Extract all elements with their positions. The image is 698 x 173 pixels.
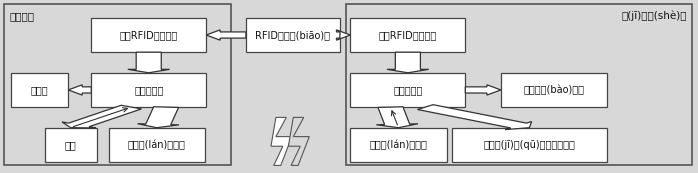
Polygon shape bbox=[376, 107, 418, 128]
FancyBboxPatch shape bbox=[91, 18, 206, 52]
Text: 機(jī)械設(shè)備: 機(jī)械設(shè)備 bbox=[621, 11, 687, 21]
FancyBboxPatch shape bbox=[45, 128, 97, 162]
FancyBboxPatch shape bbox=[91, 73, 206, 107]
Text: 顯示屏: 顯示屏 bbox=[31, 85, 49, 95]
Polygon shape bbox=[68, 85, 91, 95]
FancyBboxPatch shape bbox=[350, 73, 466, 107]
Text: 手持終端: 手持終端 bbox=[10, 11, 35, 21]
FancyBboxPatch shape bbox=[350, 128, 447, 162]
FancyBboxPatch shape bbox=[246, 18, 340, 52]
Polygon shape bbox=[271, 117, 292, 165]
FancyBboxPatch shape bbox=[452, 128, 607, 162]
Polygon shape bbox=[466, 85, 501, 95]
Text: 第二RFID讀寫模塊: 第二RFID讀寫模塊 bbox=[379, 30, 437, 40]
Polygon shape bbox=[336, 30, 350, 40]
Polygon shape bbox=[138, 107, 179, 128]
Text: 第二處理器: 第二處理器 bbox=[393, 85, 422, 95]
Polygon shape bbox=[206, 30, 246, 40]
Text: 第一藍(lán)牙模塊: 第一藍(lán)牙模塊 bbox=[128, 140, 186, 150]
FancyBboxPatch shape bbox=[109, 128, 205, 162]
FancyBboxPatch shape bbox=[11, 73, 68, 107]
FancyBboxPatch shape bbox=[346, 4, 692, 165]
Polygon shape bbox=[288, 117, 309, 165]
Text: 第一RFID讀寫模塊: 第一RFID讀寫模塊 bbox=[119, 30, 178, 40]
FancyBboxPatch shape bbox=[501, 73, 607, 107]
Polygon shape bbox=[417, 105, 532, 130]
Text: RFID電子標(biāo)簽: RFID電子標(biāo)簽 bbox=[255, 30, 330, 40]
Polygon shape bbox=[387, 52, 429, 73]
Text: 由電機(jī)驅(qū)動的工作裝置: 由電機(jī)驅(qū)動的工作裝置 bbox=[484, 140, 575, 150]
Polygon shape bbox=[62, 105, 142, 128]
FancyBboxPatch shape bbox=[4, 4, 230, 165]
Text: 第二藍(lán)牙模塊: 第二藍(lán)牙模塊 bbox=[369, 140, 427, 150]
Text: 語音播報(bào)模塊: 語音播報(bào)模塊 bbox=[524, 85, 584, 95]
Text: 第一處理器: 第一處理器 bbox=[134, 85, 163, 95]
FancyBboxPatch shape bbox=[350, 18, 466, 52]
Polygon shape bbox=[128, 52, 170, 73]
Text: 按鍵: 按鍵 bbox=[65, 140, 77, 150]
